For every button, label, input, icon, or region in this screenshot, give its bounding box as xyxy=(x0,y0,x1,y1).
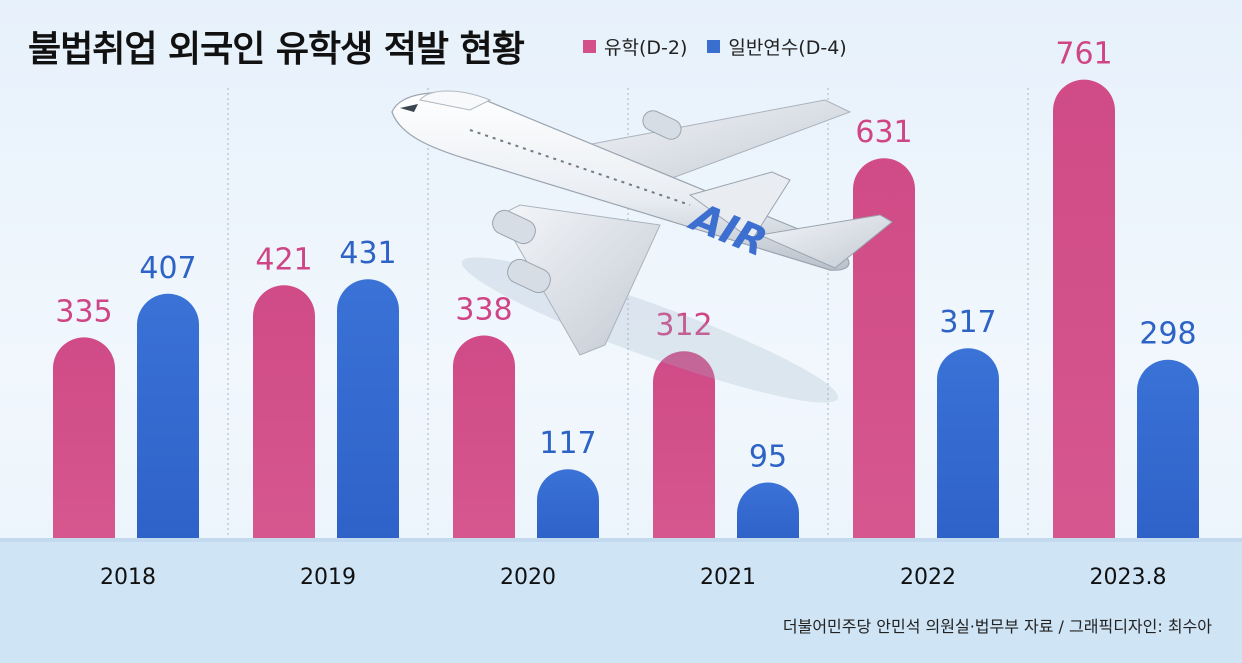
category-band xyxy=(0,538,1242,663)
data-label-d2: 335 xyxy=(55,294,112,329)
category-label: 2018 xyxy=(100,565,156,590)
data-label-d4: 317 xyxy=(939,305,996,340)
data-label-d2: 761 xyxy=(1055,37,1112,72)
category-label: 2019 xyxy=(300,565,356,590)
data-label-d4: 407 xyxy=(139,251,196,286)
category-label: 2023.8 xyxy=(1090,565,1167,590)
category-band-edge xyxy=(0,538,1242,542)
data-label-d2: 338 xyxy=(455,293,512,328)
data-label-d2: 631 xyxy=(855,115,912,150)
data-label-d4: 298 xyxy=(1139,317,1196,352)
bar-d4 xyxy=(737,482,799,540)
bar-d2 xyxy=(653,351,715,540)
bar-d4 xyxy=(537,469,599,540)
category-label: 2020 xyxy=(500,565,556,590)
chart-title: 불법취업 외국인 유학생 적발 현황 xyxy=(28,29,525,70)
source-note: 더불어민주당 안민석 의원실·법무부 자료 / 그래픽디자인: 최수아 xyxy=(782,617,1212,636)
bar-d4 xyxy=(337,279,399,540)
category-label: 2022 xyxy=(900,565,956,590)
category-label: 2021 xyxy=(700,565,756,590)
bar-d2 xyxy=(453,335,515,540)
airplane-icon: AIR xyxy=(391,90,893,403)
legend-label-d4: 일반연수(D-4) xyxy=(728,37,847,59)
data-label-d2: 421 xyxy=(255,242,312,277)
bar-d2 xyxy=(253,285,315,540)
bar-d2 xyxy=(1053,79,1115,540)
bar-d4 xyxy=(1137,359,1199,540)
data-label-d4: 95 xyxy=(749,440,787,475)
bar-d2 xyxy=(853,158,915,540)
legend-swatch-pink xyxy=(583,40,596,53)
data-label-d4: 117 xyxy=(539,426,596,461)
legend-label-d2: 유학(D-2) xyxy=(604,37,688,59)
bar-d4 xyxy=(937,348,999,540)
legend-item-d4: 일반연수(D-4) xyxy=(707,33,847,60)
legend-item-d2: 유학(D-2) xyxy=(583,33,687,60)
bar-d4 xyxy=(137,293,199,540)
data-label-d2: 312 xyxy=(655,308,712,343)
legend-swatch-blue xyxy=(707,40,721,53)
legend: 유학(D-2) 일반연수(D-4) xyxy=(583,33,857,60)
bar-d2 xyxy=(53,337,115,540)
data-label-d4: 431 xyxy=(339,236,396,271)
